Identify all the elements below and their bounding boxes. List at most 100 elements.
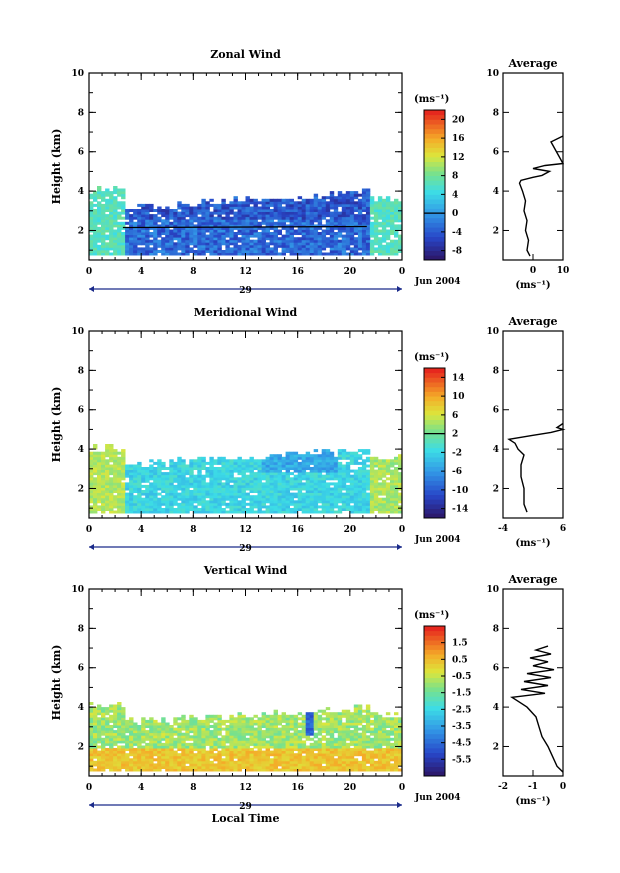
heatmap-cell	[325, 211, 331, 215]
heatmap-cell	[105, 502, 110, 506]
heatmap-cell	[133, 229, 138, 233]
heatmap-cell	[301, 505, 307, 509]
heatmap-cell	[309, 234, 315, 238]
heatmap-cell	[317, 221, 323, 225]
heatmap-cell	[197, 252, 202, 256]
heatmap-cell	[173, 719, 178, 723]
heatmap-cell	[205, 221, 210, 225]
heatmap-cell	[185, 247, 190, 251]
heatmap-cell	[149, 216, 154, 220]
heatmap-cell	[121, 454, 126, 458]
heatmap-cell	[113, 477, 118, 481]
heatmap-cell	[169, 766, 174, 769]
heatmap-cell	[93, 191, 98, 195]
heatmap-cell	[349, 725, 355, 728]
heatmap-cell	[373, 234, 379, 238]
heatmap-cell	[149, 740, 154, 744]
heatmap-cell	[217, 244, 222, 248]
heatmap-cell	[289, 482, 294, 486]
heatmap-cell	[93, 232, 98, 235]
heatmap-cell	[309, 484, 315, 488]
heatmap-cell	[353, 191, 359, 195]
heatmap-cell	[229, 242, 234, 246]
heatmap-cell	[229, 232, 234, 235]
heatmap-cell	[265, 474, 270, 478]
heatmap-cell	[333, 490, 339, 493]
heatmap-cell	[285, 451, 290, 455]
heatmap-cell	[345, 201, 351, 205]
heatmap-cell	[373, 247, 379, 251]
heatmap-cell	[341, 451, 347, 455]
heatmap-cell	[237, 717, 242, 721]
heatmap-cell	[273, 469, 278, 473]
heatmap-cell	[285, 719, 290, 723]
heatmap-cell	[173, 727, 178, 731]
heatmap-cell	[369, 229, 375, 233]
heatmap-cell	[129, 745, 134, 749]
heatmap-cell	[357, 490, 363, 493]
heatmap-cell	[309, 459, 315, 463]
heatmap-cell	[329, 477, 335, 481]
heatmap-cell	[177, 492, 182, 496]
heatmap-cell	[93, 719, 98, 723]
heatmap-cell	[321, 239, 327, 243]
heatmap-cell	[297, 763, 303, 767]
heatmap-cell	[121, 732, 126, 736]
heatmap-cell	[197, 502, 202, 506]
heatmap-cell	[185, 505, 190, 509]
heatmap-cell	[101, 768, 106, 772]
heatmap-cell	[149, 510, 154, 514]
heatmap-cell	[269, 459, 274, 463]
heatmap-cell	[117, 748, 122, 751]
heatmap-cell	[285, 247, 290, 251]
heatmap-cell	[381, 237, 387, 241]
heatmap-cell	[141, 484, 146, 488]
heatmap-cell	[209, 214, 214, 218]
heatmap-cell	[197, 239, 202, 243]
heatmap-cell	[245, 732, 250, 736]
heatmap-cell	[221, 719, 226, 723]
heatmap-cell	[213, 247, 218, 251]
heatmap-cell	[213, 229, 218, 233]
heatmap-cell	[321, 758, 327, 762]
heatmap-cell	[305, 753, 311, 757]
heatmap-cell	[185, 484, 190, 488]
heatmap-cell	[253, 224, 258, 228]
heatmap-cell	[233, 717, 238, 721]
heatmap-cell	[177, 717, 182, 721]
heatmap-cell	[93, 469, 98, 473]
heatmap-cell	[317, 234, 323, 238]
heatmap-cell	[225, 472, 230, 476]
heatmap-cell	[281, 492, 286, 496]
heatmap-cell	[97, 750, 102, 754]
heatmap-cell	[173, 750, 178, 754]
heatmap-cell	[97, 239, 102, 243]
heatmap-cell	[381, 479, 387, 483]
heatmap-cell	[153, 735, 158, 739]
heatmap-cell	[305, 221, 311, 225]
heatmap-cell	[289, 242, 294, 246]
heatmap-cell	[109, 219, 114, 223]
heatmap-cell	[241, 244, 246, 248]
heatmap-cell	[201, 490, 206, 493]
heatmap-cell	[153, 209, 158, 212]
colorbar-swatch	[424, 166, 445, 172]
heatmap-cell	[225, 224, 230, 228]
heatmap-cell	[349, 712, 355, 716]
heatmap-cell	[301, 211, 307, 215]
heatmap-cell	[305, 725, 311, 728]
heatmap-cell	[301, 768, 307, 772]
heatmap-cell	[249, 750, 254, 754]
heatmap-cell	[277, 203, 282, 207]
heatmap-cell	[165, 477, 170, 481]
heatmap-cell	[133, 209, 138, 212]
heatmap-cell	[229, 237, 234, 241]
heatmap-cell	[353, 206, 359, 210]
heatmap-cell	[257, 735, 262, 739]
heatmap-cell	[329, 234, 335, 238]
heatmap-cell	[345, 748, 351, 751]
heatmap-cell	[197, 768, 202, 772]
heatmap-cell	[165, 505, 170, 509]
heatmap-cell	[293, 753, 299, 757]
